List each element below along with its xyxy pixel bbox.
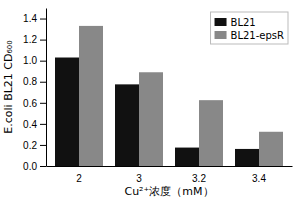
y-tick-mark (40, 166, 46, 167)
y-tick-label: 1.4 (23, 13, 37, 24)
y-tick-mark (40, 82, 46, 83)
legend-item: BL21-epsR (215, 30, 284, 41)
bar (139, 72, 163, 166)
y-tick-label: 0.8 (23, 76, 37, 87)
x-tick-label: 3.4 (252, 173, 266, 184)
y-axis-line (46, 9, 47, 167)
y-axis-title: E.coli BL21 CD₆₀₀ (2, 40, 15, 134)
y-tick: 0.8 (23, 76, 46, 87)
legend-swatch (215, 31, 227, 39)
bar (235, 149, 259, 166)
legend-item: BL21 (215, 17, 256, 28)
bars (55, 26, 283, 166)
y-tick-mark (40, 103, 46, 104)
y-tick-mark (40, 124, 46, 125)
x-tick-label: 3.2 (192, 173, 206, 184)
y-tick-label: 0.6 (23, 98, 37, 109)
bar (79, 26, 103, 166)
legend-box (211, 12, 288, 44)
y-tick-label: 0.0 (23, 161, 37, 172)
plot: 0.00.20.40.60.81.01.21.4233.23.4BL21BL21… (23, 9, 292, 185)
x-tick: 3.4 (252, 173, 266, 184)
y-tick-label: 0.4 (23, 119, 37, 130)
x-tick-label: 2 (76, 173, 82, 184)
bar (259, 132, 283, 166)
x-tick: 3.2 (192, 173, 206, 184)
legend: BL21 BL21-epsR (211, 12, 288, 44)
y-tick-label: 1.2 (23, 34, 37, 45)
y-tick: 1.4 (23, 13, 46, 24)
y-axis: 0.0 0.2 0.4 0.6 0.8 1.0 1.2 1.4 (23, 9, 46, 172)
y-tick: 1.0 (23, 55, 46, 66)
y-tick: 1.2 (23, 34, 46, 45)
bar (115, 84, 139, 166)
x-axis: 2 3 3.2 3.4 (47, 167, 293, 185)
bar (199, 100, 223, 166)
x-axis-line (47, 166, 293, 167)
y-tick: 0.2 (23, 140, 46, 151)
x-axis-title: Cu²⁺浓度（mM） (124, 185, 213, 198)
y-tick-mark (40, 61, 46, 62)
chart: 0.00.20.40.60.81.01.21.4233.23.4BL21BL21… (0, 0, 300, 200)
y-tick: 0.0 (23, 161, 46, 172)
y-tick-mark (40, 40, 46, 41)
bar (175, 148, 199, 166)
legend-label: BL21 (231, 17, 256, 28)
y-tick: 0.4 (23, 119, 46, 130)
y-tick-mark (40, 145, 46, 146)
y-tick: 0.6 (23, 98, 46, 109)
x-tick: 3 (136, 173, 142, 184)
bar-series (79, 26, 283, 166)
x-tick: 2 (76, 173, 82, 184)
legend-label: BL21-epsR (231, 30, 284, 41)
x-tick-label: 3 (136, 173, 142, 184)
y-tick-label: 1.0 (23, 55, 37, 66)
legend-swatch (215, 18, 227, 26)
y-tick-label: 0.2 (23, 140, 37, 151)
y-tick-mark (40, 19, 46, 20)
bar (55, 58, 79, 166)
